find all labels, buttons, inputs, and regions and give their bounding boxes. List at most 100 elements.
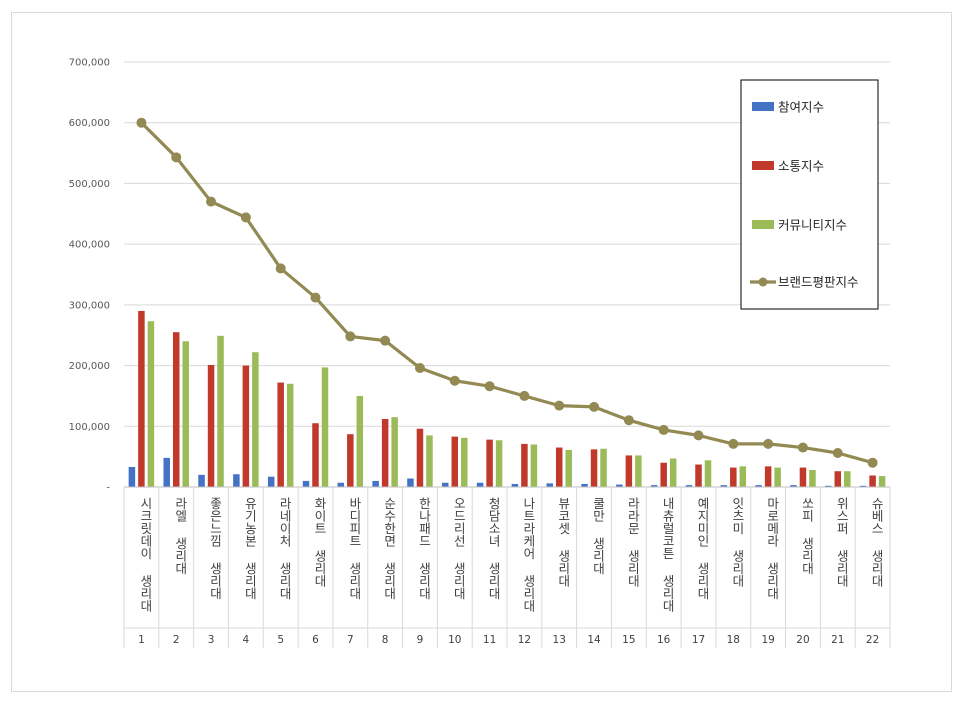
category-label: 위스퍼 생리대	[834, 497, 849, 587]
y-tick-label: 700,000	[69, 58, 110, 69]
bar	[442, 482, 449, 487]
legend-swatch-marker	[758, 277, 768, 287]
category-label: 내츄럴코튼 생리대	[660, 497, 675, 612]
bar	[739, 466, 747, 487]
rank-label: 11	[483, 634, 496, 646]
bar	[581, 483, 588, 487]
rank-label: 20	[796, 634, 809, 646]
x-axis: 시크릿데이 생리대 1 라엘 생리대 2 좋은느낌 생리대 3 유기농본 생리대 4 라네이처 …	[123, 486, 891, 648]
bar	[660, 462, 667, 487]
bar	[511, 483, 519, 487]
line-point	[554, 400, 565, 411]
line-point	[275, 263, 286, 274]
y-tick-label: -	[106, 483, 110, 494]
bar	[834, 471, 842, 487]
bar	[233, 474, 240, 487]
category-label: 오드리선 생리대	[451, 497, 466, 600]
rank-label: 14	[587, 634, 601, 646]
category-label: 유기농본 생리대	[242, 497, 257, 600]
rank-label: 1	[138, 634, 145, 646]
bar	[635, 455, 642, 487]
legend-swatch	[752, 161, 774, 170]
bar	[407, 478, 414, 487]
bar	[809, 470, 816, 487]
bar	[242, 365, 250, 487]
line-point	[728, 438, 739, 449]
bar	[600, 448, 607, 487]
bar	[347, 434, 354, 487]
bar	[426, 435, 433, 487]
bar	[312, 423, 319, 487]
line-point	[763, 438, 774, 449]
line-path	[140, 121, 874, 465]
rank-label: 8	[382, 634, 389, 646]
line-point	[693, 430, 704, 441]
rank-label: 4	[243, 634, 250, 646]
bar	[267, 476, 275, 487]
bar	[476, 482, 484, 487]
bar	[669, 458, 677, 487]
bar	[321, 367, 329, 487]
category-label: 시크릿데이 생리대	[138, 497, 153, 612]
category-label: 순수한면 생리대	[382, 497, 397, 600]
legend-box	[740, 79, 879, 310]
line-point	[623, 415, 634, 426]
bar	[486, 439, 493, 487]
legend-swatch	[752, 220, 774, 229]
bar	[720, 485, 728, 487]
rank-label: 5	[277, 634, 284, 646]
bar	[182, 341, 189, 487]
bar	[859, 485, 867, 487]
bar	[147, 321, 155, 487]
line-point	[310, 292, 321, 303]
rank-label: 18	[727, 634, 740, 646]
line-point	[832, 448, 843, 458]
category-label: 슈베스 생리대	[869, 497, 884, 587]
line-point	[414, 363, 425, 373]
category-label: 바디피트 생리대	[347, 497, 362, 600]
category-label: 마로메라 생리대	[765, 497, 780, 600]
bar	[755, 485, 762, 487]
category-label: 예지미인 생리대	[695, 497, 710, 600]
category-label: 쏘피 생리대	[799, 497, 814, 575]
line-point	[658, 424, 669, 435]
bar	[198, 474, 205, 487]
legend-label: 커뮤니티지수	[778, 218, 847, 233]
bar	[451, 436, 459, 487]
rank-label: 15	[622, 634, 635, 646]
y-tick-label: 600,000	[69, 118, 110, 129]
y-tick-label: 500,000	[69, 179, 110, 190]
line-point	[519, 390, 530, 401]
bar	[172, 332, 180, 487]
bar	[252, 352, 259, 487]
line-point	[484, 381, 495, 392]
bar	[495, 440, 503, 487]
line-point	[345, 331, 356, 342]
bar	[356, 395, 364, 487]
y-tick-label: 400,000	[69, 240, 110, 251]
bar	[790, 485, 797, 487]
category-label: 잇츠미 생리대	[730, 497, 745, 587]
legend-label: 브랜드평판지수	[778, 275, 859, 290]
bar	[825, 485, 832, 487]
line-point	[206, 196, 217, 207]
legend-swatch	[752, 102, 774, 111]
bar	[337, 482, 345, 487]
bar	[704, 460, 712, 487]
line-point	[240, 212, 251, 223]
rank-label: 19	[761, 634, 774, 646]
bar	[302, 480, 310, 487]
legend-label: 참여지수	[778, 100, 824, 115]
category-label: 나트라케어 생리대	[521, 497, 536, 612]
bar	[163, 457, 170, 487]
y-axis: - 100,000 200,000 300,000 400,000 500,000 600,…	[69, 58, 111, 494]
bar	[625, 455, 633, 487]
line-point	[380, 335, 391, 346]
rank-label: 21	[831, 634, 844, 646]
category-label: 한나패드 생리대	[416, 497, 431, 600]
rank-label: 10	[448, 634, 461, 646]
bar	[799, 467, 807, 487]
bar	[391, 417, 398, 487]
rank-label: 9	[417, 634, 424, 646]
